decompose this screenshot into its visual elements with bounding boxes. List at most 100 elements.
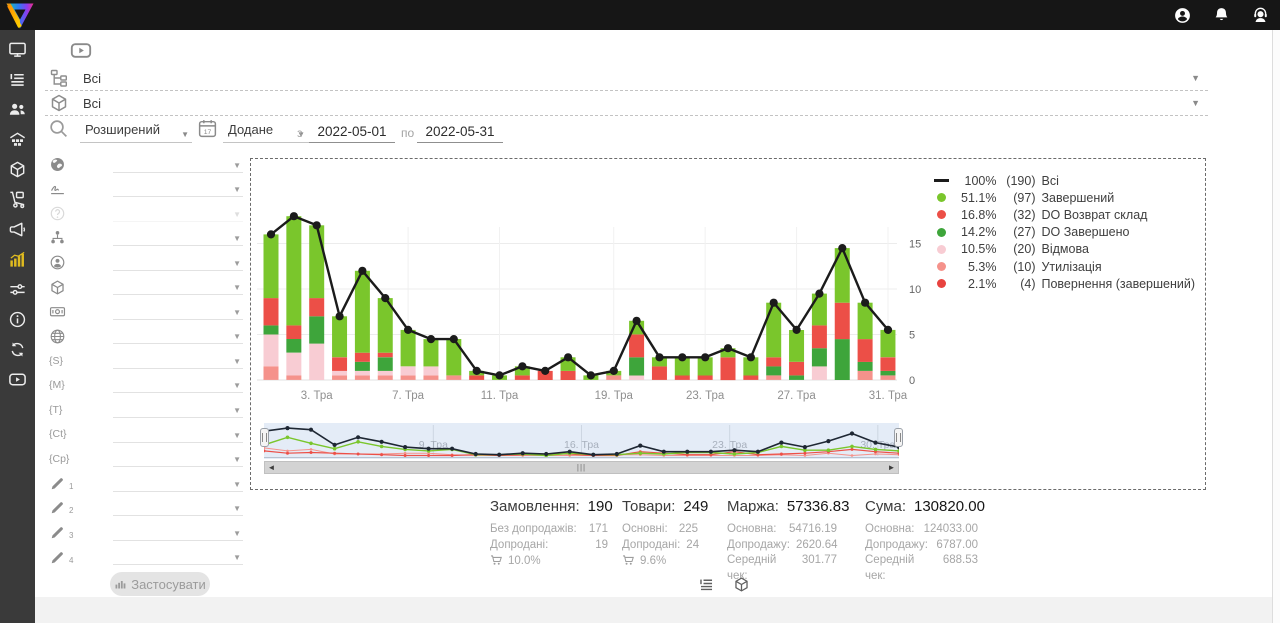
video-help-button[interactable] — [64, 39, 98, 62]
stat-column: Замовлення: 190 Без допродажів: 171 Допродан… — [490, 498, 613, 570]
legend-percent: 100% — [964, 173, 997, 188]
svg-text:17: 17 — [204, 129, 212, 136]
filter-select[interactable]: ▼ — [113, 303, 243, 320]
legend-item[interactable]: 14.2% (27) DO Завершено — [933, 224, 1195, 241]
filter-select[interactable]: ▼ — [113, 278, 243, 296]
dot-marker — [936, 262, 946, 272]
support-icon[interactable] — [1251, 6, 1270, 25]
side-filter-row: {Cp} ▼ — [45, 447, 257, 472]
filter-select[interactable]: ▼ — [113, 475, 243, 492]
legend-item[interactable]: 2.1% (4) Повернення (завершений) — [933, 275, 1195, 292]
sidebar-item-dolly-icon[interactable] — [0, 184, 35, 214]
sidebar-item-service-icon[interactable] — [0, 334, 35, 364]
legend-item[interactable]: 5.3% (10) Утилізація — [933, 258, 1195, 275]
sidebar-item-users-icon[interactable] — [0, 94, 35, 124]
side-filter-row: ▼ — [45, 177, 257, 202]
tag-icon: {S} — [49, 354, 64, 367]
side-filter-row: ▼ — [45, 152, 257, 177]
legend-count: (32) — [1013, 207, 1036, 222]
box-icon — [49, 93, 69, 113]
filter-select[interactable]: ▼ — [113, 156, 243, 173]
page-scrollbar[interactable] — [1272, 30, 1280, 623]
legend-item[interactable]: 100% (190) Всі — [933, 172, 1195, 189]
navigator-left-handle[interactable] — [260, 428, 269, 447]
svg-text:27. Тра: 27. Тра — [777, 390, 816, 402]
date-to-input[interactable]: 2022-05-31 — [417, 124, 503, 143]
sidebar-item-megaphone-icon[interactable] — [0, 214, 35, 244]
filter-select[interactable]: ▼ — [113, 352, 243, 369]
stat-subrow: Допродані: 24 — [622, 538, 700, 551]
sidebar-item-monitor-icon[interactable] — [0, 34, 35, 64]
legend-label: DO Возврат склад — [1041, 207, 1148, 222]
legend-item[interactable]: 16.8% (32) DO Возврат склад — [933, 206, 1195, 223]
group-filter-value[interactable]: Всі — [83, 70, 102, 86]
legend-label: Всі — [1041, 173, 1059, 188]
date-from-input[interactable]: 2022-05-01 — [309, 124, 395, 143]
filter-select[interactable]: ▼ — [113, 229, 243, 247]
stat-subrow: Без допродажів: 171 — [490, 523, 608, 535]
scrollbar-grip[interactable]: ||| — [576, 463, 587, 472]
product-filter-value[interactable]: Всі — [83, 95, 102, 111]
search-icon — [48, 118, 69, 139]
chevron-down-icon: ▼ — [233, 356, 241, 366]
search-mode-value: Розширений — [85, 122, 160, 137]
chevron-down-icon: ▼ — [233, 528, 241, 538]
user-icon[interactable] — [1173, 6, 1192, 25]
filter-select[interactable]: ▼ — [113, 426, 243, 443]
sidebar-item-chart-icon[interactable] — [0, 244, 35, 274]
date-to-label: по — [401, 126, 415, 140]
filter-select[interactable]: ▼ — [113, 548, 243, 566]
filter-select[interactable]: ▼ — [113, 327, 243, 345]
svg-text:10: 10 — [909, 284, 921, 296]
sidebar-item-info-icon[interactable] — [0, 304, 35, 334]
side-filter-row: ▼ — [45, 226, 257, 251]
filter-select[interactable]: ▼ — [113, 254, 243, 271]
filter-select[interactable]: ▼ — [113, 180, 243, 198]
bell-icon[interactable] — [1212, 6, 1231, 25]
side-filter-row: {Ct} ▼ — [45, 422, 257, 447]
chevron-down-icon: ▼ — [233, 160, 241, 170]
side-filter-row: 2 ▼ — [45, 496, 257, 521]
filter-select[interactable]: ▼ — [113, 450, 243, 468]
tree-icon — [49, 68, 69, 88]
apply-button[interactable]: Застосувати — [110, 572, 210, 596]
chevron-down-icon[interactable]: ▼ — [1191, 73, 1200, 83]
app-logo[interactable] — [4, 1, 36, 29]
stat-title: Сума: 130820.00 — [865, 498, 985, 515]
orders-chart[interactable]: 0 5 10 15 3. Тра 7. Тра 11. Тра 19. Тра 23. Тра 2… — [257, 163, 963, 415]
date-from-label: з — [297, 126, 303, 140]
product-view-toggle-icon[interactable] — [733, 576, 750, 593]
filter-select[interactable]: ▼ — [113, 499, 243, 517]
legend-label: Повернення (завершений) — [1041, 276, 1195, 291]
sidebar-item-box-icon[interactable] — [0, 154, 35, 184]
sidebar-item-list-icon[interactable] — [0, 64, 35, 94]
sitemap-icon — [49, 229, 75, 246]
chevron-down-icon[interactable]: ▼ — [1191, 98, 1200, 108]
signature-icon — [49, 180, 75, 197]
legend-item[interactable]: 10.5% (20) Відмова — [933, 241, 1195, 258]
filter-select[interactable]: ▼ — [113, 524, 243, 541]
list-view-toggle-icon[interactable] — [698, 576, 715, 593]
date-field-select[interactable]: Додане ▼ — [223, 122, 311, 143]
pencil-icon — [49, 549, 75, 566]
sidebar-item-video-icon[interactable] — [0, 364, 35, 394]
side-filter-row: ▼ — [45, 299, 257, 324]
navigator-scrollbar[interactable]: ◄ ||| ► — [264, 461, 899, 474]
stat-subrow: Основні: 225 — [622, 523, 698, 535]
scroll-left-arrow[interactable]: ◄ — [267, 463, 276, 472]
cart-icon — [490, 554, 503, 567]
main-content: Всі ▼ Всі ▼ Розширений ▼ 17 Додане ▼ з 2… — [35, 30, 1280, 623]
side-filter-row: ▼ — [45, 250, 257, 275]
legend-item[interactable]: 51.1% (97) Завершений — [933, 189, 1195, 206]
search-mode-select[interactable]: Розширений ▼ — [80, 122, 192, 143]
sidebar-item-sliders-icon[interactable] — [0, 274, 35, 304]
person-icon — [49, 254, 75, 271]
scroll-right-arrow[interactable]: ► — [887, 463, 896, 472]
chart-navigator[interactable]: 9. Тра 16. Тра 23. Тра 30. Тра — [260, 423, 903, 459]
filter-select[interactable]: ▼ — [113, 376, 243, 394]
navigator-right-handle[interactable] — [894, 428, 903, 447]
filter-select[interactable]: ▼ — [113, 401, 243, 419]
filter-select[interactable]: ▼ — [113, 205, 243, 222]
sidebar-item-warehouse-icon[interactable] — [0, 124, 35, 154]
chevron-down-icon: ▼ — [233, 504, 241, 514]
